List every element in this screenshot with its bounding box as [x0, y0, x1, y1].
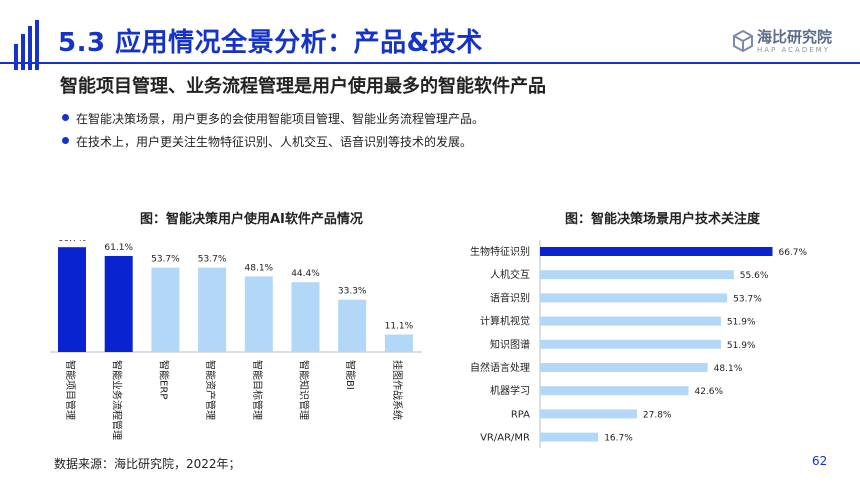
bar	[540, 316, 721, 326]
category-label: 语音识别	[490, 291, 530, 304]
bar-value-label: 51.9%	[727, 341, 756, 351]
bar	[540, 432, 599, 442]
header-stripes-decoration	[14, 20, 39, 70]
bar	[198, 267, 227, 352]
bar-value-label: 66.7%	[778, 248, 807, 258]
bar-value-label: 66.7%	[58, 240, 87, 244]
bar	[540, 270, 734, 280]
bar-value-label: 53.7%	[151, 255, 180, 265]
page-number: 62	[812, 454, 828, 468]
title-divider	[0, 62, 860, 64]
bar-value-label: 48.1%	[714, 364, 743, 374]
bar-value-label: 27.8%	[643, 410, 672, 420]
bar	[244, 276, 273, 352]
bullet-list: 在智能决策场景，用户更多的会使用智能项目管理、智能业务流程管理产品。 在技术上，…	[62, 110, 484, 156]
bar-value-label: 16.7%	[604, 434, 633, 444]
right-chart-title: 图：智能决策场景用户技术关注度	[565, 212, 761, 227]
bar-value-label: 61.1%	[104, 243, 133, 253]
category-label: 挂图作战系统	[391, 360, 404, 420]
category-label: 生物特征识别	[470, 245, 530, 258]
bar	[384, 334, 413, 352]
bar-value-label: 48.1%	[245, 263, 274, 273]
category-label: 智能BI	[344, 360, 357, 390]
logo-cube-icon	[733, 30, 753, 52]
tech-attention-bar-chart: 生物特征识别 66.7% 人机交互 55.6% 语音识别 53.7% 计算机视觉 51.9% 知…	[470, 240, 808, 448]
bar-value-label: 51.9%	[727, 318, 756, 328]
logo: 海比研究院 HAP ACADEMY	[733, 26, 843, 62]
bar-value-label: 55.6%	[740, 271, 769, 281]
page-subtitle: 智能项目管理、业务流程管理是用户使用最多的智能软件产品	[60, 76, 546, 97]
bar	[338, 299, 367, 352]
category-label: RPA	[511, 409, 530, 420]
category-label: VR/AR/MR	[480, 433, 530, 444]
category-label: 智能资产管理	[204, 360, 217, 420]
bar	[540, 247, 773, 256]
category-label: 智能知识管理	[298, 360, 311, 420]
category-label: 机器学习	[490, 384, 530, 397]
bar-value-label: 44.4%	[291, 269, 320, 279]
bar-value-label: 11.1%	[385, 322, 414, 332]
category-label: 智能目标管理	[251, 360, 264, 420]
bullet-item: 在智能决策场景，用户更多的会使用智能项目管理、智能业务流程管理产品。	[62, 110, 484, 133]
logo-text: 海比研究院	[757, 28, 833, 46]
category-label: 智能ERP	[157, 360, 170, 399]
category-label: 智能业务流程管理（BPM）	[111, 360, 124, 440]
bar	[540, 293, 728, 303]
bar	[540, 339, 721, 349]
bar	[151, 267, 180, 352]
category-label: 知识图谱	[490, 338, 530, 351]
category-label: 计算机视觉	[480, 315, 530, 328]
bar-value-label: 53.7%	[198, 255, 227, 265]
category-label: 自然语言处理	[470, 361, 530, 374]
data-source-note: 数据来源：海比研究院，2022年；	[54, 457, 241, 471]
left-chart-title: 图：智能决策用户使用AI软件产品情况	[140, 212, 363, 227]
category-label: 人机交互	[490, 268, 530, 281]
bar-value-label: 42.6%	[694, 387, 723, 397]
category-label: 智能项目管理	[64, 360, 77, 420]
page-title: 5.3 应用情况全景分析：产品&技术	[58, 28, 483, 58]
bar	[540, 386, 689, 396]
bar	[540, 363, 708, 372]
product-usage-bar-chart: 66.7% 智能项目管理 61.1% 智能业务流程管理（BPM） 53.7% 智能ERP 5…	[50, 240, 422, 440]
bar-value-label: 33.3%	[338, 287, 367, 297]
bar	[540, 409, 637, 419]
bar	[291, 282, 320, 352]
logo-subtext: HAP ACADEMY	[757, 46, 830, 54]
bar-value-label: 53.7%	[733, 294, 762, 304]
bar	[58, 247, 86, 352]
bar	[104, 255, 133, 352]
bullet-item: 在技术上，用户更关注生物特征识别、人机交互、语音识别等技术的发展。	[62, 133, 484, 156]
